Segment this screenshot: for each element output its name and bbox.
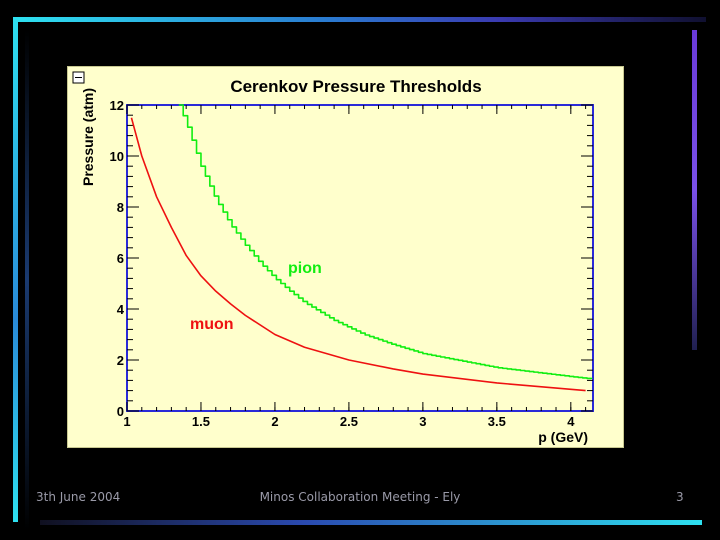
x-tick-label: 1.5	[192, 414, 210, 429]
footer-event-title: Minos Collaboration Meeting - Ely	[259, 490, 461, 504]
y-tick-label: 4	[117, 302, 125, 317]
chart-canvas: Cerenkov Pressure Thresholds 1 1.5 2 2.5 3 3.…	[72, 71, 594, 445]
series-line-pion	[178, 104, 593, 380]
x-tick-label: 3.5	[488, 414, 506, 429]
footer-page-number: 3	[676, 490, 684, 504]
x-axis-label: p (GeV)	[538, 429, 588, 445]
decorative-left-bar	[13, 17, 18, 522]
x-tick-label: 2	[271, 414, 278, 429]
footer-date: 3th June 2004	[36, 490, 121, 504]
x-tick-label: 3	[419, 414, 426, 429]
y-tick-label: 10	[110, 149, 124, 164]
decorative-right-bar	[692, 30, 697, 350]
series-label-muon: muon	[190, 316, 234, 333]
series-line-muon	[130, 117, 586, 392]
decorative-inner-left-bar	[25, 30, 29, 530]
canvas-menu-icon[interactable]	[72, 71, 85, 84]
x-tick-label: 1	[123, 414, 130, 429]
y-tick-label: 12	[110, 98, 124, 113]
x-tick-label: 4	[567, 414, 575, 429]
x-tick-label: 2.5	[340, 414, 358, 429]
decorative-bottom-bar	[40, 520, 702, 525]
decorative-top-bar	[18, 17, 706, 22]
chart-title: Cerenkov Pressure Thresholds	[230, 77, 481, 96]
plot-panel: Cerenkov Pressure Thresholds 1 1.5 2 2.5 3 3.…	[67, 66, 624, 448]
y-tick-label: 2	[117, 353, 124, 368]
series-label-pion: pion	[288, 260, 322, 277]
y-tick-label: 0	[117, 404, 124, 419]
y-tick-label: 8	[117, 200, 124, 215]
y-tick-label: 6	[117, 251, 124, 266]
y-axis-label: Pressure (atm)	[80, 88, 96, 186]
